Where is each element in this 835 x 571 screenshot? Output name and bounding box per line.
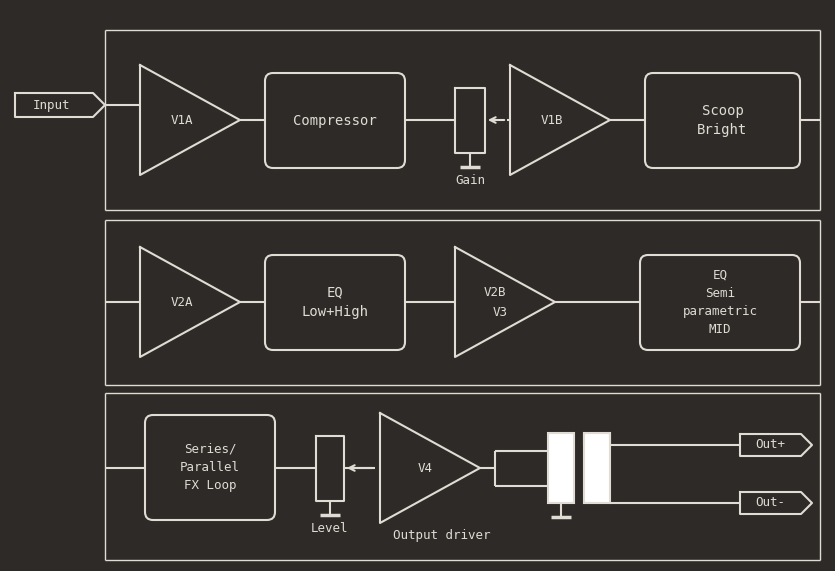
- Bar: [548, 433, 574, 503]
- Text: Output driver: Output driver: [393, 529, 490, 542]
- Text: EQ
Semi
parametric
MID: EQ Semi parametric MID: [682, 269, 757, 336]
- FancyBboxPatch shape: [145, 415, 275, 520]
- Text: V3: V3: [493, 305, 508, 319]
- Text: Out-: Out-: [756, 497, 786, 509]
- FancyBboxPatch shape: [640, 255, 800, 350]
- Text: V2B: V2B: [483, 286, 506, 299]
- Text: V1A: V1A: [170, 114, 193, 127]
- Text: V1B: V1B: [541, 114, 564, 127]
- FancyBboxPatch shape: [645, 73, 800, 168]
- Text: Scoop
Bright: Scoop Bright: [697, 104, 747, 137]
- Text: Compressor: Compressor: [293, 114, 377, 127]
- Bar: [584, 433, 610, 503]
- Text: EQ
Low+High: EQ Low+High: [301, 286, 368, 319]
- Text: Input: Input: [33, 99, 71, 111]
- Text: V4: V4: [418, 461, 433, 475]
- Text: Series/
Parallel
FX Loop: Series/ Parallel FX Loop: [180, 443, 240, 492]
- Text: V2A: V2A: [170, 296, 193, 308]
- Text: Level: Level: [311, 522, 349, 535]
- Text: Gain: Gain: [455, 174, 485, 187]
- FancyBboxPatch shape: [265, 73, 405, 168]
- FancyBboxPatch shape: [265, 255, 405, 350]
- Text: Out+: Out+: [756, 439, 786, 452]
